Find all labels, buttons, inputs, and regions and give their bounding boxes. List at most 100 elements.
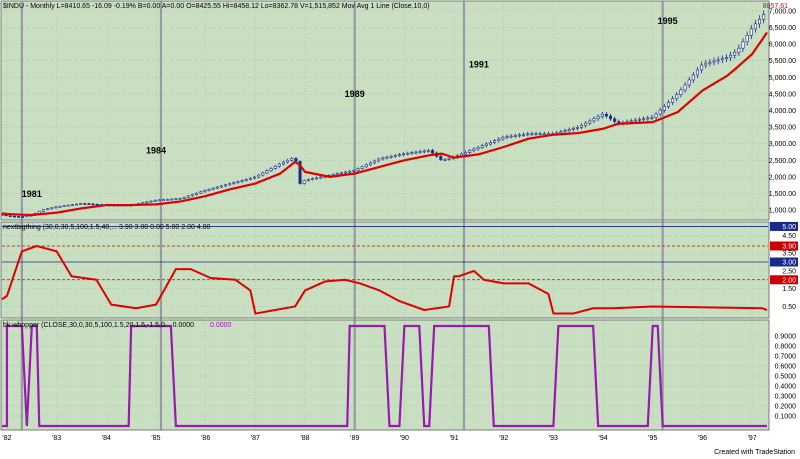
y-tick-label: 6,500.00 xyxy=(769,25,796,32)
price-bar-body xyxy=(749,28,753,36)
price-bar-body xyxy=(8,215,12,218)
level-label-bg xyxy=(770,257,798,267)
y-tick-label: 7,000.00 xyxy=(769,8,796,15)
x-tick-label: '91 xyxy=(449,435,458,442)
year-annotation: 1989 xyxy=(345,89,365,99)
year-annotation: 1981 xyxy=(22,189,42,199)
price-bar-body xyxy=(480,145,484,148)
price-bar-body xyxy=(377,158,381,162)
nextbigthing-panel-bg xyxy=(1,222,769,318)
price-bar-body xyxy=(580,125,584,128)
y-tick-label: 2,500.00 xyxy=(769,158,796,165)
price-bar-body xyxy=(422,150,426,153)
price-bar-body xyxy=(145,201,149,204)
price-bar-body xyxy=(662,105,666,111)
price-bar-body xyxy=(538,133,542,136)
price-bar-body xyxy=(58,205,62,208)
price-bar-body xyxy=(286,159,290,163)
price-bar-body xyxy=(637,119,641,121)
price-bar-body xyxy=(642,118,646,120)
price-bar-body xyxy=(472,148,476,151)
level-label: 5.00 xyxy=(782,224,796,231)
y-tick-label: 2.50 xyxy=(782,268,796,275)
price-bar-body xyxy=(729,54,733,58)
x-tick-label: '96 xyxy=(698,435,707,442)
price-bar-body xyxy=(190,194,194,197)
price-bar-body xyxy=(236,181,240,183)
level-label-bg xyxy=(770,241,798,251)
price-bar-body xyxy=(310,178,314,180)
price-bar-body xyxy=(83,203,87,205)
price-bar-body xyxy=(534,133,538,136)
price-bar-body xyxy=(306,179,310,182)
price-bar-body xyxy=(559,131,563,134)
y-tick-label: 0.2000 xyxy=(775,404,797,411)
price-bar-body xyxy=(695,69,699,76)
x-tick-label: '93 xyxy=(549,435,558,442)
level-label-bg xyxy=(770,221,798,231)
price-bar-body xyxy=(501,137,505,140)
series-lines xyxy=(1,31,768,428)
vertical-markers xyxy=(20,1,664,430)
price-bar-body xyxy=(633,119,637,122)
price-bar-body xyxy=(609,115,613,120)
footer-credit: Created with TradeStation xyxy=(714,449,795,456)
price-bar-body xyxy=(360,166,364,169)
price-bar-body xyxy=(339,172,343,175)
price-bar-body xyxy=(352,170,356,172)
price-bar-body xyxy=(720,58,724,61)
price-bar-body xyxy=(211,187,215,190)
nextbigthing-line xyxy=(1,245,768,315)
x-tick-label: '85 xyxy=(151,435,160,442)
y-tick-label: 0.8000 xyxy=(775,344,797,351)
price-bar-body xyxy=(248,177,252,180)
price-bar-body xyxy=(224,184,228,187)
y-tick-label: 0.7000 xyxy=(775,354,797,361)
price-bar-body xyxy=(459,153,463,156)
price-bar-body xyxy=(488,142,492,145)
y-tick-label: 0.50 xyxy=(782,304,796,311)
price-bar-body xyxy=(50,207,54,210)
y-tick-label: 0.1000 xyxy=(775,414,797,421)
whopper-line xyxy=(2,324,767,428)
price-bar-body xyxy=(356,168,360,171)
price-bar-body xyxy=(563,130,567,133)
price-bar-body xyxy=(675,94,679,99)
price-bar-body xyxy=(654,113,658,118)
level-label: 3.00 xyxy=(782,260,796,267)
level-label: 2.00 xyxy=(782,277,796,284)
price-bar-body xyxy=(41,209,45,212)
level-label: 3.90 xyxy=(782,244,796,251)
price-bar-body xyxy=(153,199,157,202)
price-bar-body xyxy=(687,79,691,86)
price-bar-body xyxy=(666,102,670,107)
x-tick-label: '92 xyxy=(499,435,508,442)
price-bar-body xyxy=(505,136,509,138)
price-bar-body xyxy=(497,138,501,141)
price-bar-body xyxy=(584,122,588,126)
price-bar-body xyxy=(290,158,294,161)
price-bar-body xyxy=(443,159,447,161)
price-bar-body xyxy=(207,188,211,191)
price-bar-body xyxy=(257,174,261,178)
x-tick-label: '84 xyxy=(102,435,111,442)
y-tick-label: 3,000.00 xyxy=(769,141,796,148)
price-bar-body xyxy=(54,206,58,209)
price-bar-body xyxy=(37,210,41,214)
price-bar-body xyxy=(683,84,687,91)
y-tick-label: 6,000.00 xyxy=(769,42,796,49)
price-bar-body xyxy=(513,135,517,137)
y-tick-label: 3.50 xyxy=(782,251,796,258)
y-tick-label: 3,500.00 xyxy=(769,125,796,132)
price-bar-body xyxy=(170,198,174,201)
price-bar-body xyxy=(79,203,83,205)
price-bar-body xyxy=(298,161,302,184)
price-bar-body xyxy=(716,59,720,62)
x-tick-label: '89 xyxy=(350,435,359,442)
price-bar-body xyxy=(25,215,29,218)
price-bar-body xyxy=(426,150,430,152)
price-bar-body xyxy=(182,197,186,199)
price-bar-body xyxy=(600,113,604,117)
year-annotation: 1991 xyxy=(469,59,489,69)
price-bar-body xyxy=(174,198,178,201)
